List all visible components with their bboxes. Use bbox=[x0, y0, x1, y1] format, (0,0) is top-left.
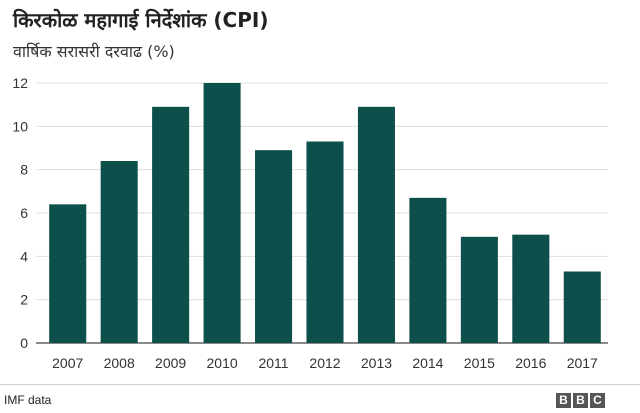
footer-divider bbox=[0, 384, 640, 385]
x-tick-label: 2015 bbox=[464, 355, 495, 371]
x-tick-label: 2013 bbox=[361, 355, 392, 371]
x-tick-label: 2010 bbox=[207, 355, 238, 371]
bars bbox=[49, 83, 601, 343]
chart-subtitle: वार्षिक सरासरी दरवाढ (%) bbox=[13, 42, 175, 61]
y-tick-label: 4 bbox=[20, 248, 28, 264]
x-tick-label: 2008 bbox=[104, 355, 135, 371]
x-tick-label: 2014 bbox=[412, 355, 443, 371]
y-tick-label: 12 bbox=[12, 75, 28, 91]
bar-2010 bbox=[203, 83, 241, 343]
y-tick-label: 6 bbox=[20, 205, 28, 221]
bar-2013 bbox=[357, 106, 395, 343]
bar-2009 bbox=[152, 106, 190, 343]
bbc-logo-letter: B bbox=[573, 393, 588, 408]
bbc-logo-letter: B bbox=[556, 393, 571, 408]
x-tick-label: 2016 bbox=[515, 355, 546, 371]
bar-2014 bbox=[409, 197, 447, 343]
y-tick-label: 0 bbox=[20, 335, 28, 351]
bar-2012 bbox=[306, 141, 344, 343]
y-tick-label: 8 bbox=[20, 162, 28, 178]
x-tick-label: 2007 bbox=[52, 355, 83, 371]
bar-2015 bbox=[460, 236, 498, 343]
bbc-logo: B B C bbox=[556, 393, 605, 408]
source-note: IMF data bbox=[4, 393, 52, 407]
bar-2016 bbox=[512, 234, 550, 343]
x-tick-label: 2011 bbox=[258, 355, 288, 371]
bar-2011 bbox=[255, 150, 293, 343]
x-tick-label: 2012 bbox=[309, 355, 340, 371]
bar-2017 bbox=[563, 271, 601, 343]
x-tick-label: 2017 bbox=[567, 355, 598, 371]
x-tick-label: 2009 bbox=[155, 355, 186, 371]
y-axis-ticks: 0 2 4 6 8 10 12 bbox=[12, 75, 28, 351]
y-tick-label: 2 bbox=[20, 292, 28, 308]
bar-2007 bbox=[49, 204, 87, 343]
chart-title: किरकोळ महागाई निर्देशांक (CPI) bbox=[13, 8, 269, 32]
x-axis-ticks: 2007 2008 2009 2010 2011 2012 2013 2014 2015 2016… bbox=[52, 355, 598, 371]
bar-2008 bbox=[100, 161, 138, 343]
y-tick-label: 10 bbox=[12, 118, 28, 134]
bbc-logo-letter: C bbox=[590, 393, 605, 408]
